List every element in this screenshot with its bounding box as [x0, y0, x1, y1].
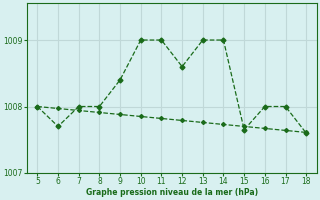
X-axis label: Graphe pression niveau de la mer (hPa): Graphe pression niveau de la mer (hPa) — [86, 188, 258, 197]
